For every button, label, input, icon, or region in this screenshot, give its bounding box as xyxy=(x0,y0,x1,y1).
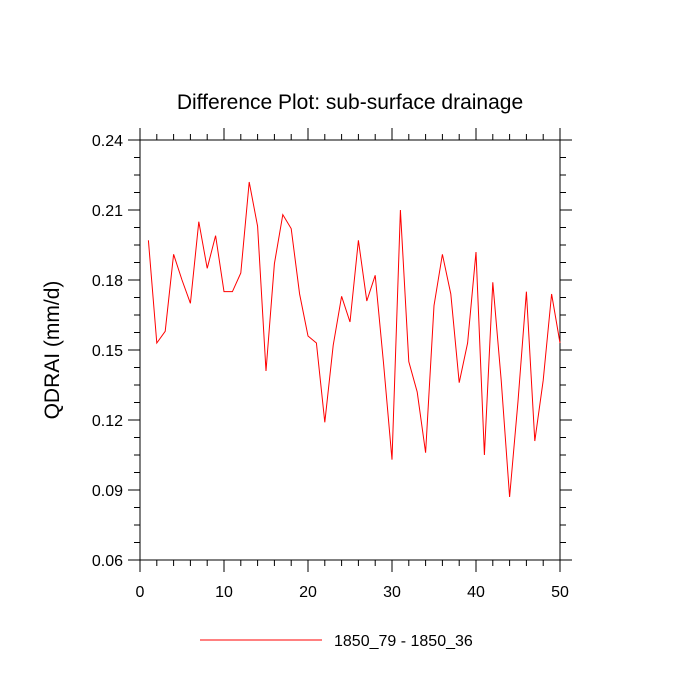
y-tick-label: 0.15 xyxy=(92,343,123,360)
y-tick-label: 0.18 xyxy=(92,273,123,290)
plot-frame xyxy=(139,139,561,561)
y-tick-label: 0.21 xyxy=(92,203,123,220)
legend-label: 1850_79 - 1850_36 xyxy=(334,633,473,650)
x-tick-label: 10 xyxy=(215,584,233,601)
y-tick-label: 0.06 xyxy=(92,553,123,570)
y-tick-label: 0.12 xyxy=(92,413,123,430)
y-axis-label: QDRAI (mm/d) xyxy=(41,281,64,420)
series-layer xyxy=(147,181,561,498)
chart-title: Difference Plot: sub-surface drainage xyxy=(177,91,523,114)
y-tick-label: 0.09 xyxy=(92,483,123,500)
x-tick-label: 20 xyxy=(299,584,317,601)
x-tick-label: 0 xyxy=(136,584,145,601)
x-tick-label: 40 xyxy=(467,584,485,601)
x-tick-label: 30 xyxy=(383,584,401,601)
y-tick-label: 0.24 xyxy=(92,133,123,150)
legend: 1850_79 - 1850_36 xyxy=(200,633,473,650)
axis-ticks xyxy=(128,128,572,572)
series-line xyxy=(147,181,561,498)
axis-tick-labels: 0 10 20 30 40 50 0.06 0.09 0.12 0.15 0.18 0.21 0.24 xyxy=(92,133,569,601)
x-tick-label: 50 xyxy=(551,584,569,601)
